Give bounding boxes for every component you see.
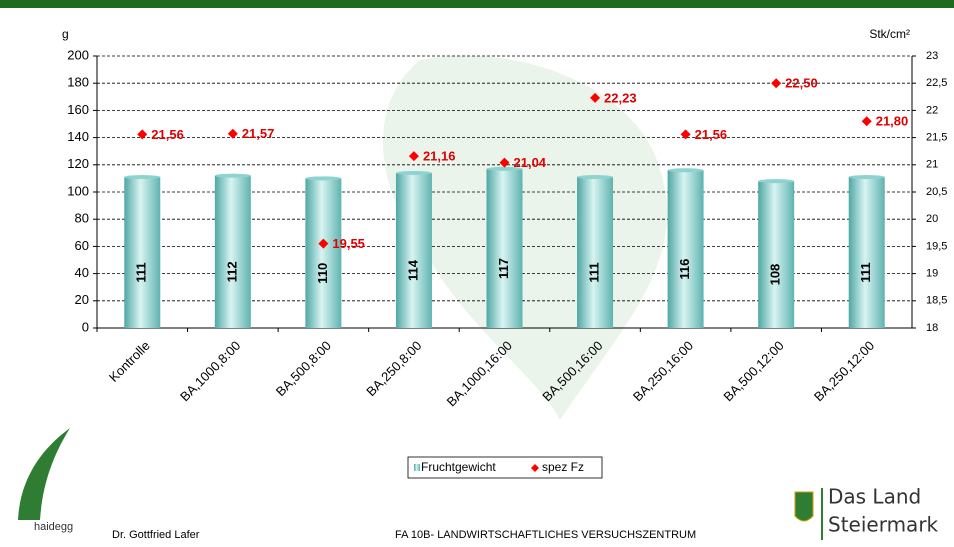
bar-value-label: 111	[858, 262, 873, 282]
logo-haidegg	[18, 428, 70, 520]
x-tick-label: BA,250,12:00	[811, 338, 877, 404]
bar	[848, 177, 885, 328]
x-tick-label: BA,250,16:00	[630, 338, 696, 404]
bar	[395, 172, 432, 328]
y2-tick-label: 19	[926, 268, 938, 280]
y-tick-label: 80	[75, 211, 89, 226]
y-tick-label: 0	[82, 319, 89, 334]
crest	[794, 491, 814, 522]
bar-value-label: 111	[134, 262, 149, 282]
bar-top	[214, 173, 251, 178]
legend	[407, 456, 603, 479]
x-tick-label: BA,500,12:00	[720, 338, 786, 404]
marker	[590, 92, 601, 103]
y2-tick-label: 18	[926, 322, 938, 334]
data-label: 22,50	[785, 76, 818, 91]
y-tick-label: 200	[67, 47, 89, 62]
data-label: 22,23	[604, 90, 637, 105]
bar	[305, 178, 342, 328]
bar-top	[486, 166, 523, 171]
marker	[318, 238, 329, 249]
bar-value-label: 110	[315, 263, 330, 284]
top-bar	[0, 0, 954, 8]
author: Dr. Gottfried Lafer	[112, 529, 200, 541]
x-tick-label: BA,500,8:00	[273, 338, 334, 399]
marker	[680, 129, 691, 140]
marker	[408, 151, 419, 162]
y-tick-label: 20	[75, 292, 89, 307]
institution: FA 10B- LANDWIRTSCHAFTLICHES VERSUCHSZEN…	[395, 529, 696, 541]
bar	[667, 170, 704, 328]
x-tick-label: BA,1000,8:00	[177, 338, 243, 404]
y2-tick-label: 21,5	[926, 132, 947, 144]
legend-label: spez Fz	[542, 460, 584, 474]
y-tick-label: 120	[67, 156, 89, 171]
bar	[758, 181, 795, 328]
y2-tick-label: 20	[926, 213, 938, 225]
bar-top	[395, 170, 432, 175]
bar-top	[124, 175, 161, 180]
marker	[227, 128, 238, 139]
bar	[214, 175, 251, 328]
y-tick-label: 180	[67, 75, 89, 90]
y2-tick-label: 21	[926, 159, 938, 171]
bar-value-label: 112	[224, 261, 239, 282]
bar	[577, 177, 614, 328]
logo-text: haidegg	[34, 521, 73, 533]
y2-tick-label: 22	[926, 104, 938, 116]
bar-top	[577, 175, 614, 180]
data-label: 21,56	[151, 127, 184, 142]
bar-top	[667, 168, 704, 173]
marker	[771, 78, 782, 89]
legend-label: Fruchtgewicht	[421, 460, 496, 474]
y2-tick-label: 20,5	[926, 186, 947, 198]
bar-value-label: 117	[496, 258, 511, 279]
bar-value-label: 114	[405, 259, 420, 281]
data-label: 21,56	[695, 127, 728, 142]
data-label: 19,55	[332, 236, 365, 251]
data-label: 21,16	[423, 149, 456, 164]
y-tick-label: 100	[67, 183, 89, 198]
watermark	[382, 55, 668, 421]
bar-top	[758, 179, 795, 184]
bar	[124, 177, 161, 328]
bar-value-label: 116	[677, 259, 692, 280]
y2-tick-label: 23	[926, 50, 938, 62]
y-tick-label: 140	[67, 129, 89, 144]
data-label: 21,04	[514, 155, 547, 170]
y-tick-label: 160	[67, 102, 89, 117]
y-tick-label: 40	[75, 265, 89, 280]
legend-swatch	[531, 464, 539, 472]
bar-value-label: 108	[768, 264, 783, 286]
x-tick-label: Kontrolle	[106, 338, 153, 385]
marker	[499, 157, 510, 168]
bar-top	[848, 175, 885, 180]
logo-line2: Steiermark	[828, 513, 939, 537]
data-label: 21,80	[876, 114, 909, 129]
x-tick-label: BA,250,8:00	[363, 338, 424, 399]
y-axis-label: g	[62, 27, 69, 41]
bar	[486, 168, 523, 328]
legend-swatch	[414, 464, 420, 471]
y2-tick-label: 19,5	[926, 240, 947, 252]
y2-tick-label: 18,5	[926, 295, 947, 307]
bar-top	[305, 176, 342, 181]
bar-value-label: 111	[586, 262, 601, 282]
logo-line1: Das Land	[828, 485, 921, 509]
data-label: 21,57	[242, 126, 275, 141]
marker	[861, 116, 872, 127]
y2-tick-label: 22,5	[926, 77, 947, 89]
y-tick-label: 60	[75, 238, 89, 253]
x-tick-label: BA,1000,16:00	[444, 338, 515, 409]
marker	[137, 129, 148, 140]
y2-axis-label: Stk/cm²	[869, 27, 910, 41]
